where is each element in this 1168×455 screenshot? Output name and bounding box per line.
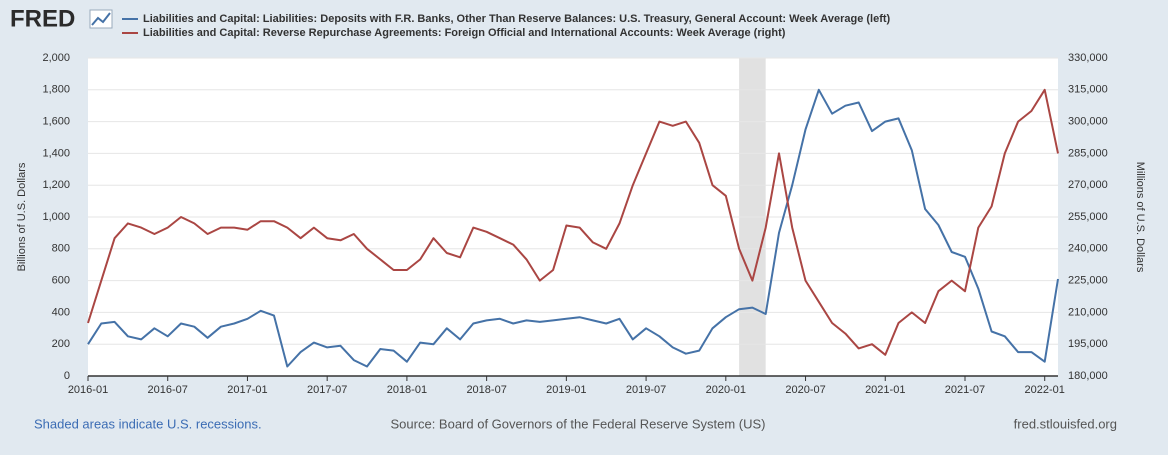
x-tick-label: 2017-07 — [307, 384, 347, 396]
y2-tick-label: 300,000 — [1068, 116, 1108, 128]
series-line — [87, 88, 1059, 368]
y2-tick-label: 255,000 — [1068, 211, 1108, 223]
y-tick-label: 1,200 — [42, 179, 70, 191]
y2-tick-label: 330,000 — [1068, 52, 1108, 64]
x-tick-label: 2016-01 — [68, 384, 108, 396]
y-tick-label: 200 — [52, 338, 70, 350]
y2-tick-label: 240,000 — [1068, 243, 1108, 255]
recession-note[interactable]: Shaded areas indicate U.S. recessions. — [34, 416, 262, 431]
y2-tick-label: 210,000 — [1068, 306, 1108, 318]
y2-tick-label: 270,000 — [1068, 179, 1108, 191]
y2-tick-label: 315,000 — [1068, 84, 1108, 96]
x-tick-label: 2021-01 — [865, 384, 905, 396]
logo-icon — [89, 9, 113, 29]
x-tick-label: 2021-07 — [945, 384, 985, 396]
x-tick-label: 2016-07 — [148, 384, 188, 396]
y-axis-label: Billions of U.S. Dollars — [16, 162, 28, 271]
y-tick-label: 1,600 — [42, 116, 70, 128]
legend-label: Liabilities and Capital: Reverse Repurch… — [143, 27, 786, 39]
logo: FRED — [10, 5, 75, 32]
y-tick-label: 1,800 — [42, 84, 70, 96]
y-tick-label: 400 — [52, 306, 70, 318]
legend-item: Liabilities and Capital: Reverse Repurch… — [122, 27, 786, 39]
x-tick-label: 2018-07 — [466, 384, 506, 396]
logo-line — [91, 12, 111, 26]
y2-axis-label: Millions of U.S. Dollars — [1134, 162, 1146, 273]
legend-label: Liabilities and Capital: Liabilities: De… — [143, 13, 891, 25]
y2-tick-label: 195,000 — [1068, 338, 1108, 350]
x-tick-label: 2017-01 — [227, 384, 267, 396]
site-link[interactable]: fred.stlouisfed.org — [1014, 416, 1117, 431]
series-line — [87, 88, 1059, 356]
source: Source: Board of Governors of the Federa… — [391, 416, 766, 431]
legend-item: Liabilities and Capital: Liabilities: De… — [122, 13, 891, 25]
logo-box — [89, 9, 113, 29]
y-tick-label: 2,000 — [42, 52, 70, 64]
y-tick-label: 0 — [64, 370, 70, 382]
y-tick-label: 600 — [52, 275, 70, 287]
x-tick-label: 2019-01 — [546, 384, 586, 396]
x-tick-label: 2020-01 — [706, 384, 746, 396]
y-tick-label: 1,000 — [42, 211, 70, 223]
x-tick-label: 2018-01 — [387, 384, 427, 396]
y2-tick-label: 225,000 — [1068, 275, 1108, 287]
y-tick-label: 1,400 — [42, 147, 70, 159]
y2-tick-label: 180,000 — [1068, 370, 1108, 382]
y2-tick-label: 285,000 — [1068, 147, 1108, 159]
x-tick-label: 2020-07 — [785, 384, 825, 396]
y-tick-label: 800 — [52, 243, 70, 255]
x-tick-label: 2022-01 — [1025, 384, 1065, 396]
x-tick-label: 2019-07 — [626, 384, 666, 396]
